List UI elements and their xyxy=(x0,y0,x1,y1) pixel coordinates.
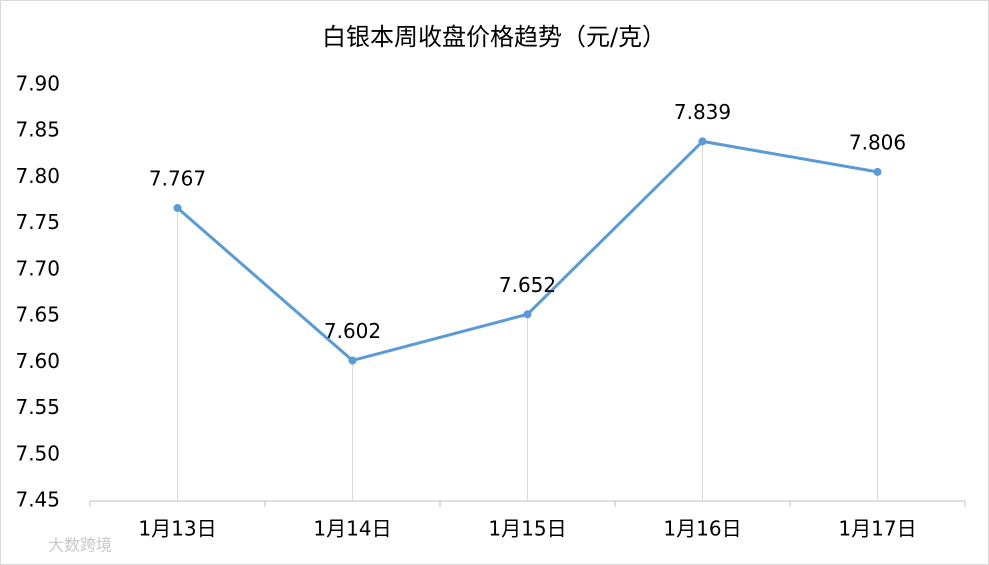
x-tick-label: 1月16日 xyxy=(663,517,741,541)
x-tick-label: 1月15日 xyxy=(488,517,566,541)
watermark: 大数跨境 xyxy=(48,536,112,555)
y-tick-label: 7.50 xyxy=(15,441,60,465)
data-label: 7.602 xyxy=(324,319,381,343)
data-label: 7.806 xyxy=(849,130,906,154)
y-tick-label: 7.45 xyxy=(15,488,60,512)
y-tick-label: 7.75 xyxy=(15,210,60,234)
point xyxy=(173,203,182,212)
x-tick-label: 1月17日 xyxy=(838,517,916,541)
x-tick-label: 1月14日 xyxy=(313,517,391,541)
y-tick-label: 7.65 xyxy=(15,303,60,327)
x-tick-label: 1月13日 xyxy=(138,517,216,541)
data-label: 7.839 xyxy=(674,100,731,124)
data-label: 7.652 xyxy=(499,273,556,297)
y-tick-label: 7.80 xyxy=(15,164,60,188)
data-label: 7.767 xyxy=(149,166,206,190)
point xyxy=(873,167,882,176)
point xyxy=(698,137,707,146)
y-tick-label: 7.85 xyxy=(15,118,60,142)
chart-title: 白银本周收盘价格趋势（元/克） xyxy=(322,23,666,51)
y-tick-label: 7.70 xyxy=(15,256,60,280)
y-tick-label: 7.55 xyxy=(15,395,60,419)
y-tick-label: 7.90 xyxy=(15,72,60,96)
point xyxy=(348,356,357,365)
y-tick-label: 7.60 xyxy=(15,349,60,373)
point xyxy=(523,310,532,319)
